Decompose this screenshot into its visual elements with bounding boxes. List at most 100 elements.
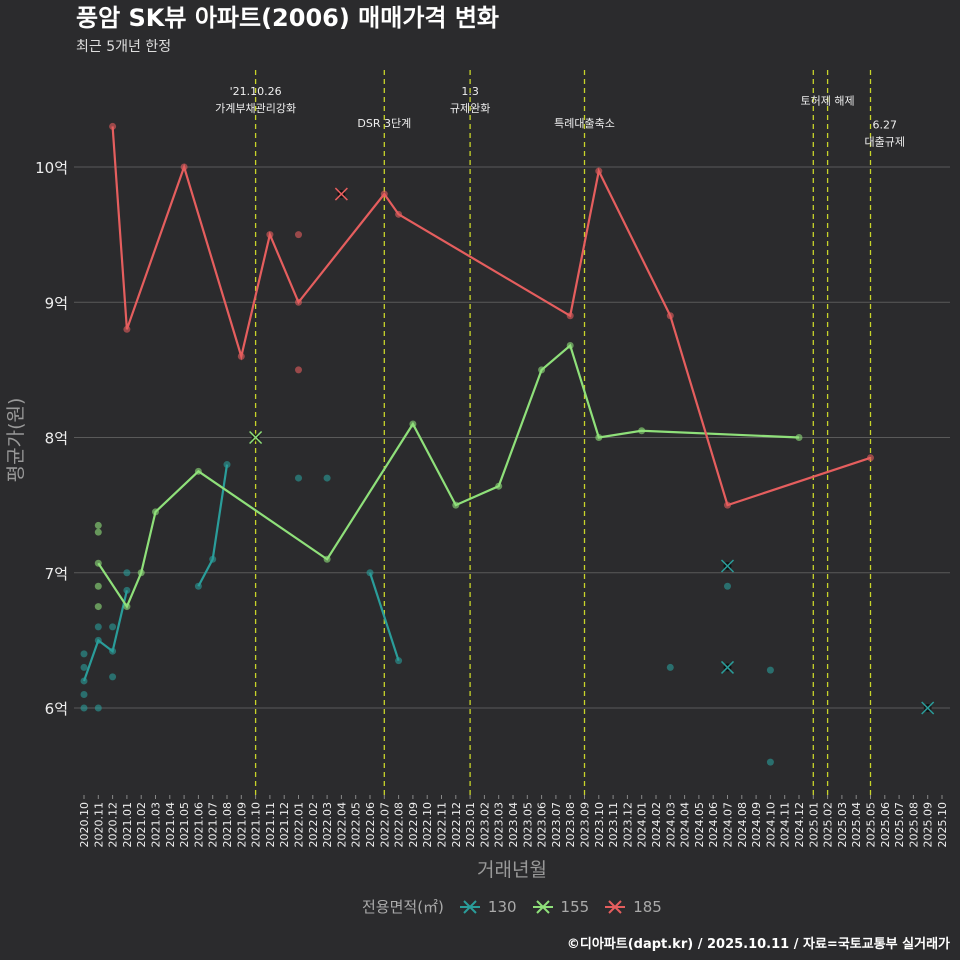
policy-annotation: 대출규제 (865, 136, 905, 149)
data-point-130 (295, 474, 302, 482)
x-tick-label: 2021.03 (150, 802, 163, 848)
series-line-155 (97, 343, 800, 609)
data-point-185 (109, 122, 117, 130)
data-point-155 (94, 582, 102, 590)
x-tick-label: 2025.09 (922, 802, 935, 848)
series-line-130 (82, 590, 128, 682)
legend: 전용면적(㎡) 130 155 185 (362, 896, 662, 917)
data-point-130 (223, 461, 231, 469)
series-line-185 (111, 126, 871, 507)
legend-title: 전용면적(㎡) (362, 898, 444, 916)
legend-label: 155 (560, 897, 590, 916)
legend-item-185: 185 (603, 898, 662, 916)
x-tick-label: 2022.03 (321, 802, 334, 848)
x-tick-label: 2020.12 (107, 802, 120, 848)
cancelled-x-marker-155 (249, 430, 263, 445)
data-point-130 (109, 647, 117, 655)
y-tick-label: 7억 (45, 565, 68, 583)
x-tick-label: 2020.11 (92, 802, 105, 848)
x-tick-label: 2021.05 (178, 802, 191, 848)
data-point-130 (724, 582, 731, 590)
legend-item-130: 130 (458, 898, 517, 916)
data-point-130 (109, 623, 117, 631)
x-tick-label: 2023.09 (579, 802, 592, 848)
y-axis-title: 평균가(원) (5, 398, 27, 483)
cancelled-x-marker-130 (720, 660, 735, 674)
data-point-130 (766, 758, 774, 766)
data-point-185 (395, 210, 403, 218)
x-tick-label: 2024.02 (650, 802, 663, 848)
data-point-130 (80, 663, 88, 671)
policy-annotation: '21.10.26 (230, 85, 282, 98)
x-tick-label: 2021.08 (221, 802, 234, 848)
x-tick-label: 2021.12 (278, 802, 291, 848)
legend-x-icon (532, 899, 553, 914)
x-tick-label: 2022.07 (378, 802, 391, 848)
data-point-130 (94, 704, 102, 712)
data-point-185 (566, 312, 574, 320)
data-point-155 (94, 603, 102, 611)
data-point-185 (295, 231, 302, 239)
data-point-155 (452, 501, 460, 509)
x-tick-label: 2023.10 (593, 802, 606, 848)
policy-annotation: 6.27 (873, 119, 898, 132)
data-point-130 (109, 673, 117, 681)
x-tick-label: 2020.10 (78, 802, 91, 848)
data-point-130 (80, 650, 88, 658)
cancelled-x-marker-130 (720, 559, 735, 573)
x-tick-label: 2022.06 (364, 802, 377, 848)
data-point-130 (123, 586, 131, 594)
y-tick-label: 6억 (45, 700, 68, 718)
x-tick-label: 2021.09 (235, 802, 248, 848)
x-tick-label: 2025.06 (879, 802, 892, 848)
x-tick-label: 2022.10 (421, 802, 434, 848)
data-point-130 (366, 569, 374, 577)
legend-label: 130 (487, 897, 517, 916)
x-tick-label: 2021.06 (192, 802, 205, 848)
data-point-130 (209, 555, 217, 563)
data-point-155 (538, 366, 546, 374)
x-tick-label: 2024.04 (679, 802, 692, 848)
data-point-185 (595, 167, 603, 175)
x-tick-label: 2025.05 (865, 802, 878, 848)
x-tick-label: 2024.01 (636, 802, 649, 848)
chart-subtitle: 최근 5개년 한정 (76, 39, 172, 55)
data-point-185 (180, 163, 188, 171)
x-axis-title: 거래년월 (477, 859, 547, 881)
x-tick-label: 2023.06 (536, 802, 549, 848)
x-tick-label: 2024.05 (693, 802, 706, 848)
x-tick-label: 2022.04 (335, 802, 348, 848)
data-point-155 (94, 559, 102, 567)
data-point-155 (638, 427, 646, 435)
data-point-130 (123, 569, 131, 577)
x-tick-label: 2023.02 (478, 802, 491, 848)
x-tick-label: 2025.01 (807, 802, 820, 848)
x-tick-label: 2025.08 (907, 802, 920, 848)
data-point-155 (123, 603, 131, 611)
x-tick-label: 2022.01 (293, 802, 306, 848)
data-point-155 (566, 342, 574, 350)
data-point-185 (666, 312, 674, 320)
x-tick-label: 2024.09 (750, 802, 763, 848)
data-point-130 (766, 666, 774, 674)
x-tick-label: 2021.11 (264, 802, 277, 848)
x-tick-label: 2023.12 (621, 802, 634, 848)
x-tick-label: 2025.10 (936, 802, 949, 848)
x-tick-label: 2023.08 (564, 802, 577, 848)
data-point-155 (194, 467, 202, 475)
cancelled-x-marker-185 (334, 187, 348, 201)
policy-annotation: 특례대출축소 (554, 117, 615, 130)
x-tick-label: 2024.10 (764, 802, 777, 848)
x-tick-label: 2023.01 (464, 802, 477, 848)
policy-annotation: 토허제 해제 (801, 94, 855, 108)
data-point-185 (867, 454, 874, 462)
chart-title: 풍암 SK뷰 아파트(2006) 매매가격 변화 (76, 4, 499, 32)
x-tick-label: 2024.12 (793, 802, 806, 848)
series-line-130 (368, 572, 400, 662)
legend-x-icon (459, 899, 480, 914)
footer-credit: ©디아파트(dapt.kr) / 2025.10.11 / 자료=국토교통부 실… (566, 937, 950, 952)
data-point-155 (152, 508, 159, 516)
x-tick-label: 2023.07 (550, 802, 563, 848)
data-point-155 (323, 555, 331, 563)
data-point-130 (666, 663, 674, 671)
